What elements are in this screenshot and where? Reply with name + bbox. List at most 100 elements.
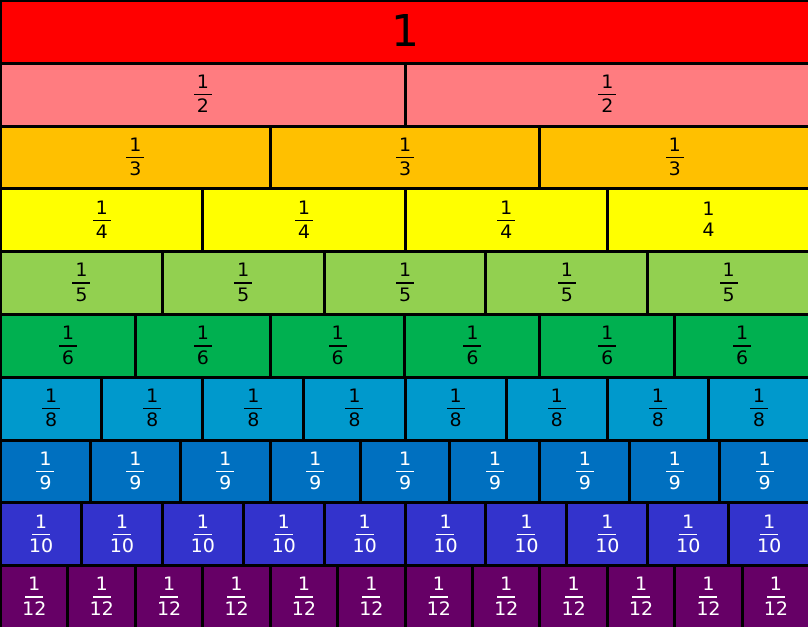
- fraction-label: 1 12: [629, 574, 653, 620]
- fraction-bar: [294, 219, 313, 222]
- fraction-bar: [463, 345, 482, 347]
- denominator: 4: [702, 219, 715, 242]
- denominator: 12: [561, 597, 586, 620]
- numerator: 1: [601, 510, 614, 533]
- denominator: 10: [757, 535, 782, 558]
- numerator: 1: [560, 259, 573, 282]
- denominator: 5: [398, 283, 412, 306]
- fraction-bar: [112, 533, 131, 536]
- denominator: 4: [95, 221, 108, 244]
- fraction-bar: [429, 596, 448, 598]
- denominator: 3: [668, 158, 681, 181]
- fraction-cell: 1 12: [69, 567, 134, 627]
- fraction-label: 1 10: [595, 510, 620, 558]
- fraction-bar: [564, 596, 583, 598]
- fraction-bar: [557, 282, 576, 284]
- numerator: 1: [75, 259, 88, 282]
- numerator: 1: [95, 573, 108, 596]
- fraction-label: 1 12: [764, 574, 788, 620]
- fraction-row-12: 1 12 1 12 1 12 1 12 1 12 1 12 1 12 1 12 1 12 1 12 1 12 1 12: [2, 567, 808, 627]
- fraction-cell: 1 12: [271, 567, 337, 627]
- denominator: 12: [763, 597, 788, 620]
- numerator: 1: [432, 573, 445, 596]
- denominator: 9: [488, 472, 501, 495]
- fraction-bar: [244, 407, 263, 410]
- fraction-row-whole: 1: [2, 2, 808, 62]
- numerator: 1: [668, 133, 681, 156]
- numerator: 1: [500, 196, 513, 219]
- numerator: 1: [550, 384, 563, 407]
- numerator: 1: [129, 447, 142, 470]
- denominator: 3: [398, 158, 412, 181]
- fraction-bar: [58, 345, 77, 347]
- fraction-bar: [760, 533, 779, 536]
- numerator: 1: [45, 384, 58, 407]
- denominator: 4: [297, 221, 310, 244]
- fraction-bar: [72, 282, 91, 284]
- numerator: 1: [702, 198, 715, 221]
- fraction-cell: 1 10: [568, 504, 647, 565]
- fraction-cell: 1 12: [541, 567, 606, 627]
- fraction-bar: [92, 219, 111, 222]
- fraction-bar: [396, 470, 414, 473]
- numerator: 1: [196, 322, 209, 345]
- numerator: 1: [758, 447, 771, 470]
- denominator: 10: [676, 535, 701, 558]
- fraction-cell: 1 10: [406, 504, 485, 565]
- numerator: 1: [348, 384, 361, 407]
- numerator: 1: [578, 447, 591, 470]
- fraction-bar: [294, 596, 313, 598]
- denominator: 10: [514, 535, 539, 558]
- numerator: 1: [439, 510, 452, 533]
- fraction-label: 1 12: [494, 574, 518, 620]
- denominator: 8: [651, 409, 664, 432]
- denominator: 12: [224, 597, 249, 620]
- fraction-bar: [31, 533, 50, 536]
- fraction-bar: [216, 470, 235, 473]
- denominator: 8: [348, 409, 361, 432]
- fraction-label: 1 10: [29, 511, 53, 558]
- numerator: 1: [769, 573, 782, 596]
- fraction-bar: [436, 533, 455, 536]
- denominator: 8: [247, 409, 260, 432]
- fraction-cell: 1 12: [473, 567, 539, 627]
- denominator: 9: [309, 472, 322, 495]
- denominator: 10: [595, 535, 620, 558]
- fraction-bar: [193, 345, 212, 347]
- numerator: 1: [39, 447, 52, 470]
- fraction-bar: [497, 596, 516, 598]
- numerator: 1: [277, 510, 290, 533]
- numerator: 1: [297, 573, 310, 596]
- fraction-bar: [227, 596, 246, 598]
- fraction-bar: [395, 282, 414, 284]
- denominator: 12: [426, 597, 451, 620]
- numerator: 1: [668, 447, 681, 470]
- fraction-label: 1 10: [191, 511, 215, 558]
- denominator: 8: [550, 409, 563, 432]
- fraction-cell: 1 12: [406, 567, 471, 627]
- numerator: 1: [358, 510, 371, 533]
- denominator: 8: [146, 409, 159, 432]
- fraction-label: 1 10: [110, 511, 134, 558]
